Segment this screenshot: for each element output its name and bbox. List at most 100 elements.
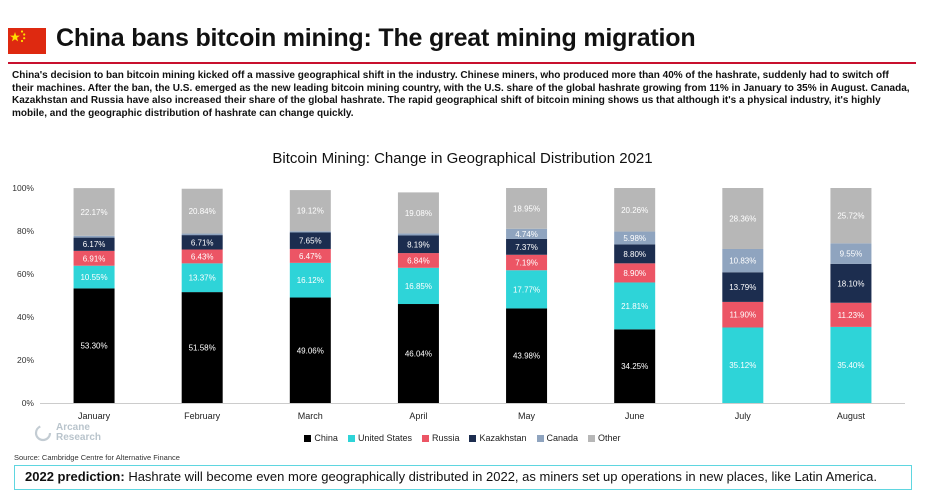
data-label: 19.12%: [297, 207, 324, 216]
bar-segment: [506, 254, 548, 271]
bar-segment: [397, 233, 439, 236]
data-label: 49.06%: [297, 346, 324, 355]
x-tick-label: July: [735, 411, 752, 421]
bar-segment: [181, 233, 223, 236]
x-tick-label: August: [837, 411, 866, 421]
bar-segment: [181, 249, 223, 264]
data-label: 22.17%: [80, 208, 107, 217]
data-label: 19.08%: [405, 209, 432, 218]
data-label: 53.30%: [80, 342, 107, 351]
data-label: 43.98%: [513, 352, 540, 361]
bar-segment: [614, 188, 656, 232]
data-label: 9.55%: [840, 250, 863, 259]
bar-segment: [722, 301, 764, 328]
logo-line-2: Research: [56, 432, 102, 443]
page-title: China bans bitcoin mining: The great min…: [56, 24, 696, 52]
bar-segment: [614, 329, 656, 403]
data-label: 6.91%: [83, 254, 106, 263]
data-label: 51.58%: [189, 344, 216, 353]
source-note: Source: Cambridge Centre for Alternative…: [14, 453, 180, 462]
bar-segment: [722, 327, 764, 403]
bar-segment: [830, 302, 872, 327]
y-tick-label: 20%: [17, 355, 34, 365]
data-label: 6.71%: [191, 238, 214, 247]
legend-label: Canada: [546, 433, 579, 443]
arcane-research-logo: Arcane Research: [34, 422, 144, 446]
data-label: 13.37%: [189, 274, 216, 283]
legend-swatch: [304, 434, 312, 442]
legend-swatch: [588, 434, 596, 442]
y-tick-label: 100%: [12, 183, 34, 193]
data-label: 18.10%: [837, 279, 864, 288]
bar-segment: [506, 188, 548, 229]
legend-item: China: [304, 433, 338, 443]
bar-segment: [73, 265, 115, 289]
data-label: 28.36%: [729, 214, 756, 223]
legend-label: Russia: [431, 433, 460, 443]
bar-segment: [830, 188, 872, 244]
prediction-text: Hashrate will become even more geographi…: [124, 469, 877, 484]
bar-segment: [614, 263, 656, 283]
bar-segment: [614, 231, 656, 245]
bar-segment: [506, 308, 548, 403]
bar-segment: [181, 188, 223, 234]
data-label: 13.79%: [729, 283, 756, 292]
data-label: 11.23%: [838, 311, 865, 320]
legend-item: Kazakhstan: [469, 433, 527, 443]
data-label: 7.37%: [515, 243, 538, 252]
data-label: 6.17%: [83, 240, 106, 249]
bar-segment: [73, 250, 115, 266]
bar-segment: [506, 270, 548, 309]
bar-segment: [506, 228, 548, 239]
header: China bans bitcoin mining: The great min…: [8, 22, 918, 62]
bar-segment: [289, 248, 331, 263]
legend-item: Other: [588, 433, 621, 443]
data-label: 6.43%: [191, 252, 214, 261]
bar-segment: [397, 192, 439, 234]
data-label: 16.85%: [405, 282, 432, 291]
data-label: 17.77%: [513, 285, 540, 294]
bar-segment: [289, 190, 331, 232]
bar-segment: [506, 238, 548, 255]
data-label: 6.84%: [407, 256, 430, 265]
x-tick-label: January: [78, 411, 111, 421]
bar-segment: [830, 326, 872, 403]
data-label: 7.19%: [515, 259, 538, 268]
bar-segment: [722, 272, 764, 302]
x-tick-label: March: [298, 411, 323, 421]
stacked-bar-chart: 0% 20% 40% 60% 80% 100% 53.30% 10.55% 6.91% 6.17%…: [12, 183, 905, 421]
data-label: 34.25%: [621, 362, 648, 371]
legend-item: Canada: [536, 433, 579, 443]
bar-segment: [614, 282, 656, 330]
bar-segment: [830, 263, 872, 303]
data-label: 7.65%: [299, 237, 322, 246]
bar-segment: [397, 253, 439, 268]
legend-label: China: [314, 433, 338, 443]
y-tick-label: 40%: [17, 312, 34, 322]
legend-item: Russia: [421, 433, 460, 443]
legend-label: Kazakhstan: [479, 433, 527, 443]
legend-label: Other: [598, 433, 621, 443]
bar-segment: [397, 267, 439, 305]
legend-swatch: [469, 434, 477, 442]
data-label: 18.95%: [513, 204, 540, 213]
data-label: 46.04%: [405, 350, 432, 359]
data-label: 10.83%: [729, 257, 756, 266]
x-tick-label: February: [184, 411, 221, 421]
bar-segment: [614, 244, 656, 264]
legend-item: United States: [347, 433, 412, 443]
y-tick-label: 60%: [17, 269, 34, 279]
x-tick-label: June: [625, 411, 645, 421]
prediction-label: 2022 prediction:: [25, 469, 125, 484]
prediction-box: 2022 prediction: Hashrate will become ev…: [14, 465, 912, 490]
legend-swatch: [536, 434, 544, 442]
bar-segment: [73, 235, 115, 238]
bar-segment: [181, 292, 223, 403]
arcane-logo-icon: [34, 424, 52, 442]
data-label: 25.72%: [837, 212, 864, 221]
bar-segment: [73, 188, 115, 236]
chart-title: Bitcoin Mining: Change in Geographical D…: [272, 150, 653, 167]
data-label: 4.74%: [515, 230, 538, 239]
bar-segment: [397, 235, 439, 254]
bar-segment: [289, 231, 331, 233]
